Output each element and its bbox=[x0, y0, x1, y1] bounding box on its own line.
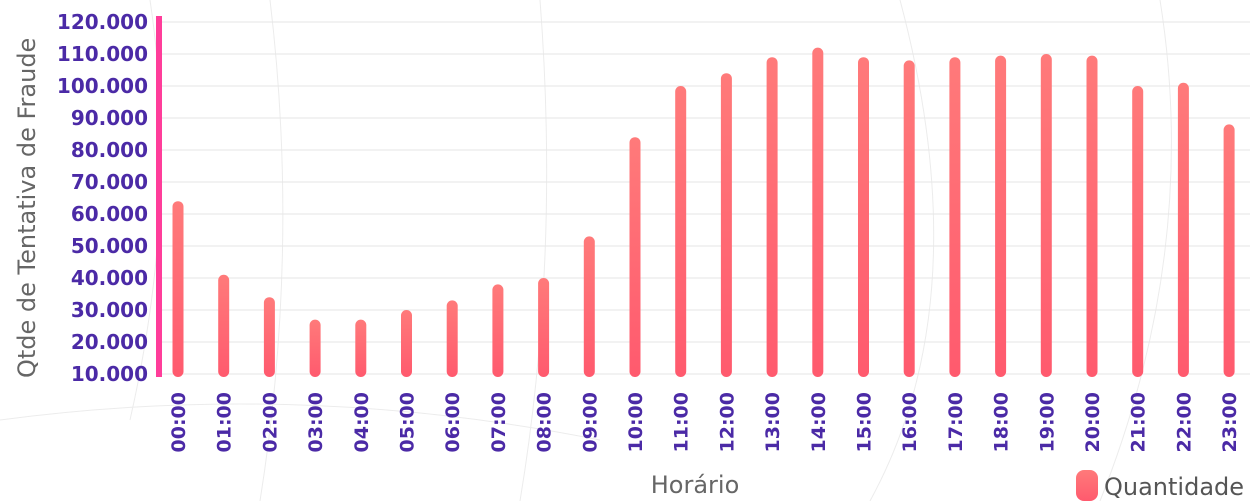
x-tick-label: 03:00 bbox=[305, 392, 327, 452]
x-tick-label: 23:00 bbox=[1219, 392, 1241, 452]
bar bbox=[355, 320, 366, 377]
x-tick-label: 09:00 bbox=[579, 392, 601, 452]
x-tick-label: 11:00 bbox=[671, 392, 693, 452]
bar bbox=[721, 73, 732, 377]
x-tick-label: 00:00 bbox=[168, 392, 190, 452]
bar bbox=[264, 297, 275, 377]
bar bbox=[1087, 56, 1098, 377]
y-tick-label: 30.000 bbox=[71, 298, 148, 322]
bar bbox=[630, 137, 641, 377]
bar bbox=[173, 201, 184, 377]
y-tick-label: 20.000 bbox=[71, 330, 148, 354]
bars bbox=[173, 48, 1235, 377]
bar bbox=[949, 57, 960, 377]
x-tick-label: 22:00 bbox=[1173, 392, 1195, 452]
y-tick-labels: 10.000 20.000 30.000 40.000 50.000 60.000 70.0… bbox=[57, 10, 148, 386]
y-tick-label: 80.000 bbox=[71, 138, 148, 162]
x-tick-label: 02:00 bbox=[259, 392, 281, 452]
x-tick-label: 19:00 bbox=[1036, 392, 1058, 452]
bar bbox=[767, 57, 778, 377]
bar bbox=[310, 320, 321, 377]
bar bbox=[858, 57, 869, 377]
x-tick-label: 06:00 bbox=[442, 392, 464, 452]
x-axis-title: Horário bbox=[651, 471, 740, 499]
gridlines bbox=[159, 22, 1250, 374]
x-tick-label: 08:00 bbox=[534, 392, 556, 452]
bar bbox=[675, 86, 686, 377]
x-tick-label: 07:00 bbox=[488, 392, 510, 452]
bar bbox=[218, 275, 229, 377]
x-tick-label: 04:00 bbox=[351, 392, 373, 452]
x-tick-label: 14:00 bbox=[808, 392, 830, 452]
x-tick-label: 05:00 bbox=[397, 392, 419, 452]
y-tick-label: 60.000 bbox=[71, 202, 148, 226]
bar bbox=[1224, 124, 1235, 377]
y-axis-title: Qtde de Tentativa de Fraude bbox=[13, 38, 41, 378]
x-tick-label: 17:00 bbox=[945, 392, 967, 452]
legend: Quantidade bbox=[1076, 470, 1244, 501]
x-tick-label: 01:00 bbox=[214, 392, 236, 452]
bar bbox=[1041, 54, 1052, 377]
bar bbox=[904, 60, 915, 377]
x-tick-label: 10:00 bbox=[625, 392, 647, 452]
x-tick-label: 15:00 bbox=[854, 392, 876, 452]
x-tick-label: 20:00 bbox=[1082, 392, 1104, 452]
bar bbox=[584, 236, 595, 377]
bar bbox=[538, 278, 549, 377]
y-tick-label: 120.000 bbox=[57, 10, 148, 34]
x-tick-label: 12:00 bbox=[716, 392, 738, 452]
x-tick-label: 16:00 bbox=[899, 392, 921, 452]
x-tick-label: 18:00 bbox=[991, 392, 1013, 452]
legend-swatch bbox=[1076, 470, 1098, 501]
y-tick-label: 100.000 bbox=[57, 74, 148, 98]
y-tick-label: 70.000 bbox=[71, 170, 148, 194]
bar bbox=[1178, 83, 1189, 377]
y-tick-label: 40.000 bbox=[71, 266, 148, 290]
bar bbox=[447, 300, 458, 377]
bar bbox=[492, 284, 503, 377]
x-tick-label: 13:00 bbox=[762, 392, 784, 452]
bar bbox=[1132, 86, 1143, 377]
y-tick-label: 110.000 bbox=[57, 42, 148, 66]
y-tick-label: 50.000 bbox=[71, 234, 148, 258]
bar bbox=[995, 56, 1006, 377]
y-tick-label: 90.000 bbox=[71, 106, 148, 130]
x-tick-label: 21:00 bbox=[1128, 392, 1150, 452]
bar bbox=[401, 310, 412, 377]
bar bbox=[812, 48, 823, 377]
x-tick-labels: 00:00 01:00 02:00 03:00 04:00 05:00 06:00 07:00… bbox=[168, 392, 1241, 452]
legend-label: Quantidade bbox=[1104, 473, 1244, 501]
y-tick-label: 10.000 bbox=[71, 362, 148, 386]
